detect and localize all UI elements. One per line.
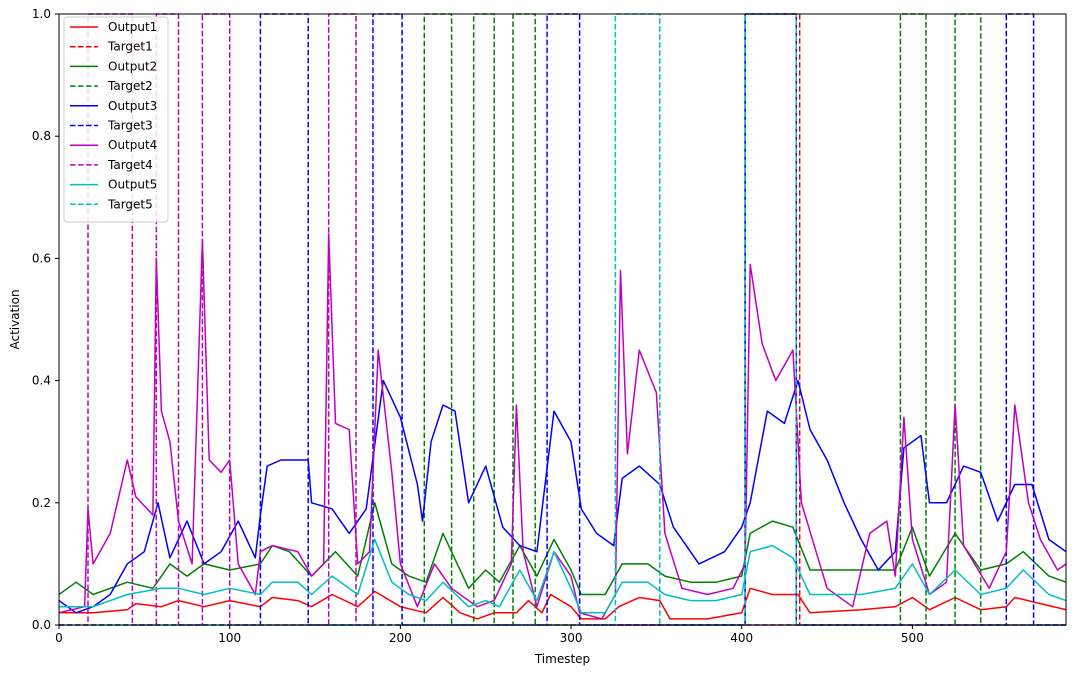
x-axis-label: Timestep <box>534 652 590 666</box>
series-line-output4 <box>59 233 1066 620</box>
series-line-target3 <box>59 13 1066 626</box>
legend: Output1 Target1 Output2 Target2 Output3 Targe… <box>63 16 169 223</box>
y-tick-label: 1.0 <box>32 7 51 21</box>
series-line-output3 <box>59 379 1066 614</box>
y-tick-label: 0.0 <box>32 618 51 632</box>
legend-label-output5: Output5 <box>108 178 157 192</box>
y-tick-label: 0.8 <box>32 129 51 143</box>
y-tick-label: 0.2 <box>32 496 51 510</box>
x-tick-label: 300 <box>560 631 583 645</box>
legend-label-target5: Target5 <box>107 197 153 211</box>
legend-label-target3: Target3 <box>107 119 153 133</box>
x-tick-label: 0 <box>55 631 63 645</box>
legend-label-target1: Target1 <box>107 40 153 54</box>
axis-ticks: 0 100 200 300 400 500 0.0 0.2 0.4 0.6 0.8 1.0 <box>32 7 924 645</box>
legend-label-output1: Output1 <box>108 20 157 34</box>
legend-box <box>63 16 169 223</box>
legend-label-output2: Output2 <box>108 59 157 73</box>
x-tick-label: 500 <box>901 631 924 645</box>
legend-label-target2: Target2 <box>107 79 153 93</box>
legend-label-output4: Output4 <box>108 138 157 152</box>
y-tick-label: 0.4 <box>32 374 51 388</box>
y-tick-label: 0.6 <box>32 251 51 265</box>
legend-label-target4: Target4 <box>107 158 153 172</box>
x-tick-label: 400 <box>730 631 753 645</box>
series-layer <box>59 13 1066 626</box>
legend-label-output3: Output3 <box>108 99 157 113</box>
y-axis-label: Activation <box>8 289 22 349</box>
series-line-output5 <box>59 538 1066 614</box>
x-tick-label: 200 <box>389 631 412 645</box>
plot-frame <box>58 13 1067 626</box>
x-tick-label: 100 <box>218 631 241 645</box>
series-line-output1 <box>59 587 1066 620</box>
